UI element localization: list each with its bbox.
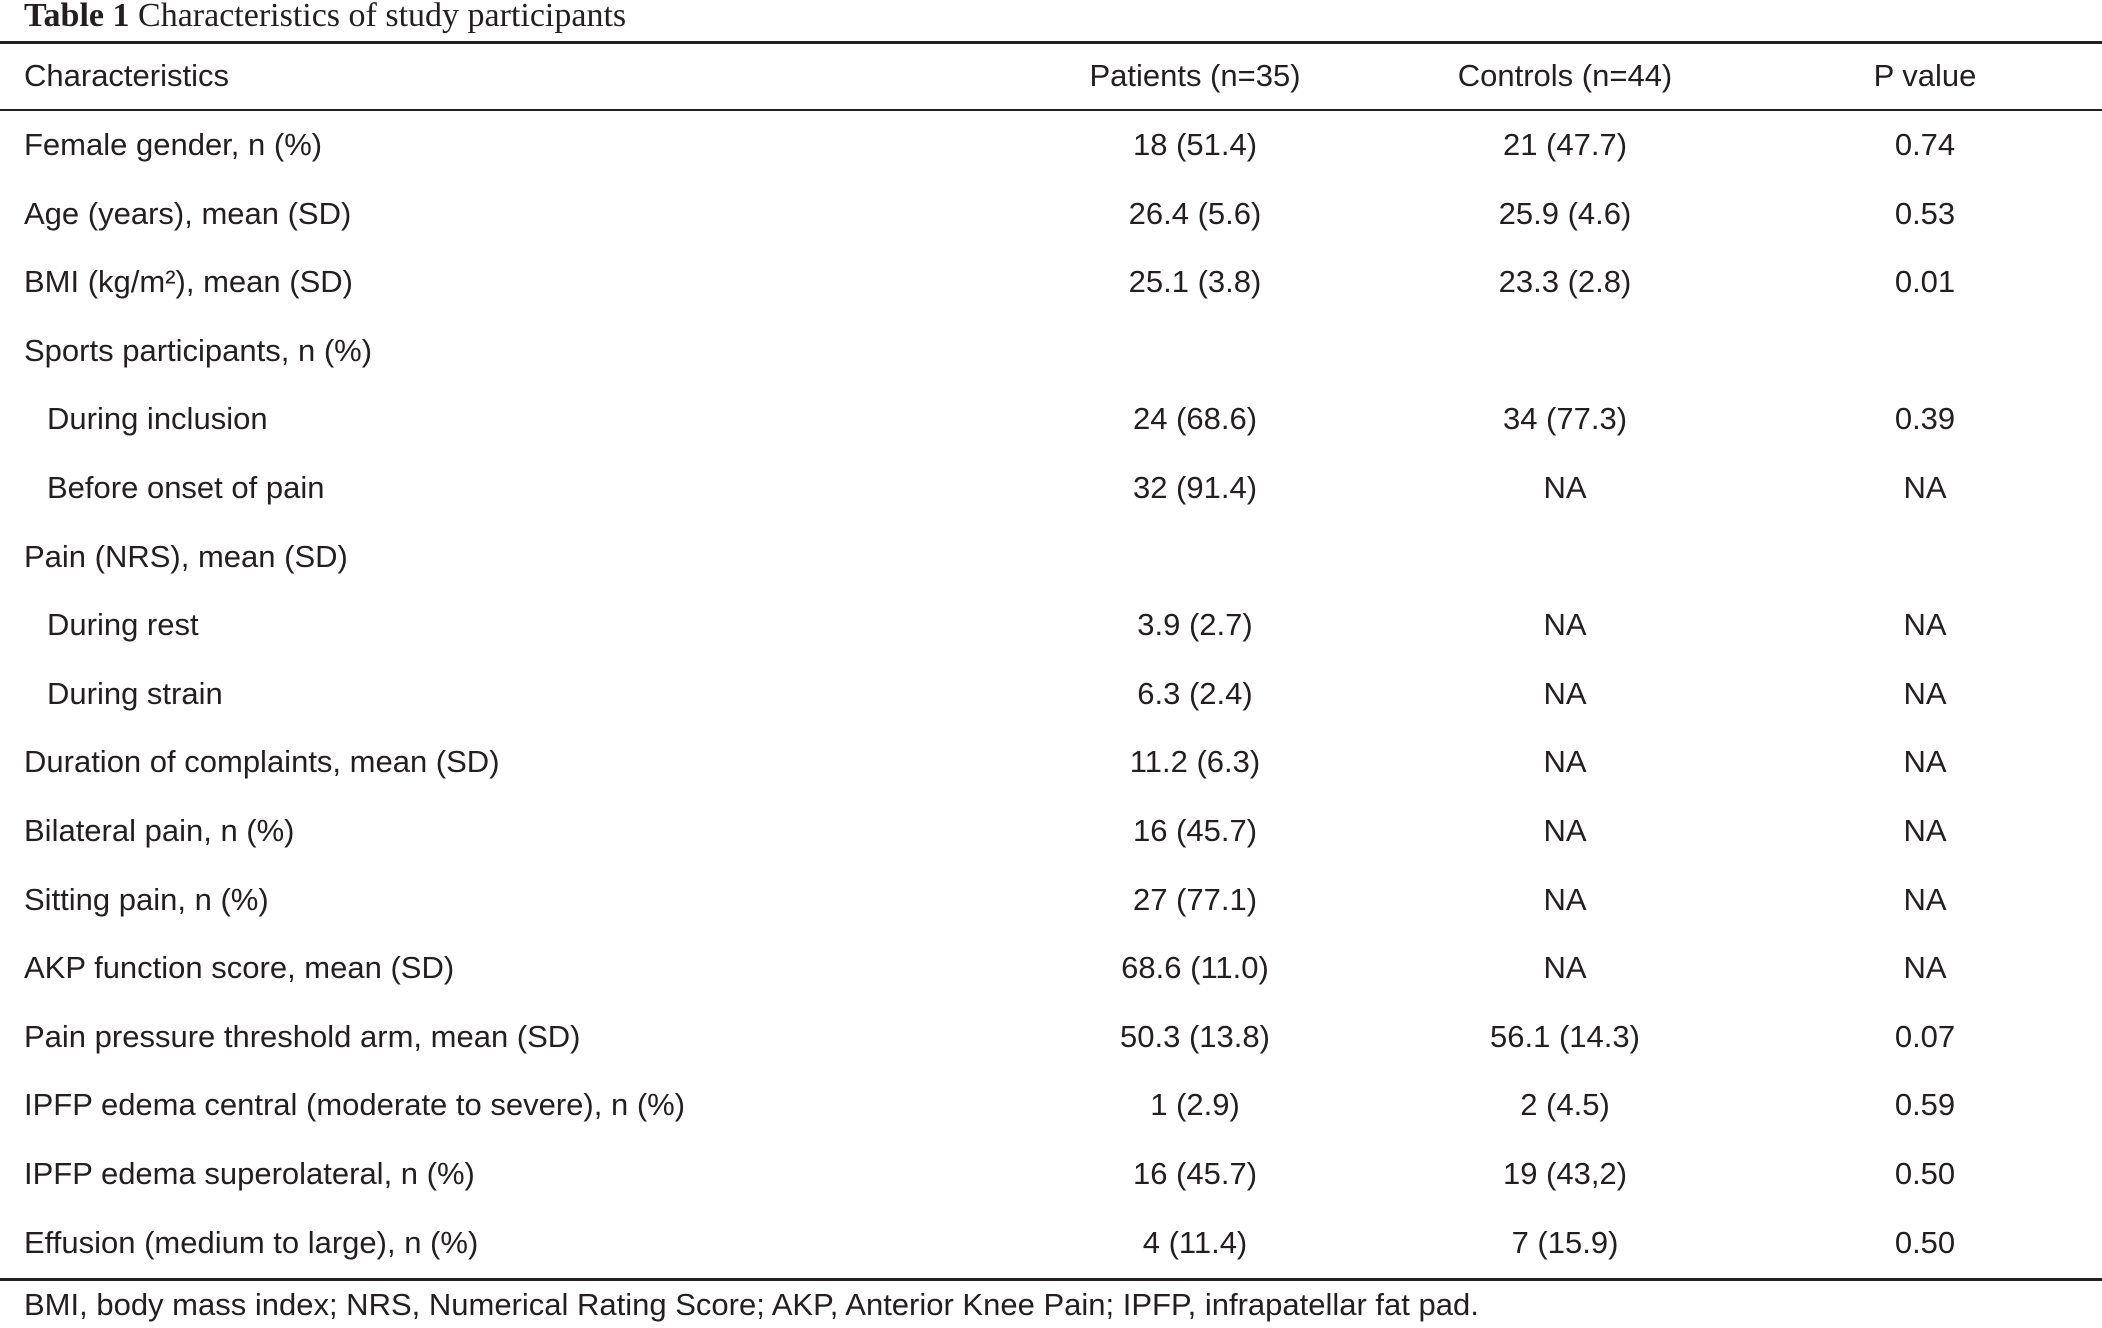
cell-p-value: 0.07 xyxy=(1894,1018,1956,1054)
row-label: BMI (kg/m²), mean (SD) xyxy=(24,264,353,300)
cell-p-value: 0.01 xyxy=(1894,264,1956,300)
cell-patients: 50.3 (13.8) xyxy=(1120,1018,1270,1054)
table-row: Duration of complaints, mean (SD) 11.2 (6… xyxy=(0,727,2102,796)
table-caption: Table 1 Characteristics of study partici… xyxy=(24,0,626,38)
cell-patients: 6.3 (2.4) xyxy=(1137,675,1253,711)
table-row: Age (years), mean (SD) 26.4 (5.6) 25.9 (4.… xyxy=(0,179,2102,248)
row-label: Effusion (medium to large), n (%) xyxy=(24,1224,479,1260)
table-row: IPFP edema central (moderate to severe),… xyxy=(0,1070,2102,1139)
table-row: Pain pressure threshold arm, mean (SD) 50… xyxy=(0,1002,2102,1071)
cell-patients: 16 (45.7) xyxy=(1132,813,1258,848)
cell-controls: 56.1 (14.3) xyxy=(1490,1018,1640,1054)
row-label: Sitting pain, n (%) xyxy=(24,881,269,917)
cell-p-value: NA xyxy=(1903,607,1947,643)
table-row: During strain 6.3 (2.4) NA NA xyxy=(0,659,2102,728)
table-header-rule xyxy=(0,109,2102,111)
cell-p-value: 0.59 xyxy=(1894,1087,1956,1123)
cell-p-value xyxy=(1775,522,2075,591)
table-top-rule xyxy=(0,41,2102,44)
cell-controls: NA xyxy=(1543,607,1587,643)
table-row: Before onset of pain 32 (91.4) NA NA xyxy=(0,453,2102,522)
cell-controls xyxy=(1415,316,1715,385)
cell-controls xyxy=(1415,522,1715,591)
cell-patients: 18 (51.4) xyxy=(1132,127,1258,162)
cell-patients: 1 (2.9) xyxy=(1150,1087,1240,1123)
row-label: Pain (NRS), mean (SD) xyxy=(24,538,348,574)
table-caption-label: Table 1 xyxy=(24,0,130,34)
cell-patients: 24 (68.6) xyxy=(1132,401,1258,437)
cell-p-value: NA xyxy=(1903,675,1947,711)
row-label: During inclusion xyxy=(47,401,268,437)
table-row: During rest 3.9 (2.7) NA NA xyxy=(0,590,2102,659)
cell-controls: 23.3 (2.8) xyxy=(1498,264,1632,300)
cell-p-value xyxy=(1775,316,2075,385)
cell-p-value: 0.74 xyxy=(1894,127,1956,162)
header-patients: Patients (n=35) xyxy=(1089,58,1301,93)
cell-controls: NA xyxy=(1543,950,1587,986)
cell-p-value: 0.50 xyxy=(1894,1224,1956,1260)
table-row: Sports participants, n (%) xyxy=(0,316,2102,385)
cell-controls: NA xyxy=(1543,881,1587,917)
table-row: Pain (NRS), mean (SD) xyxy=(0,522,2102,591)
cell-patients xyxy=(1045,316,1345,385)
row-label: IPFP edema superolateral, n (%) xyxy=(24,1156,475,1191)
row-label: During rest xyxy=(47,607,199,643)
row-label: Before onset of pain xyxy=(47,470,325,505)
row-label: Duration of complaints, mean (SD) xyxy=(24,744,500,780)
cell-controls: NA xyxy=(1543,675,1587,711)
cell-patients xyxy=(1045,522,1345,591)
cell-p-value: NA xyxy=(1903,470,1947,505)
row-label: IPFP edema central (moderate to severe),… xyxy=(24,1087,686,1123)
table-header-row: Characteristics Patients (n=35) Controls… xyxy=(0,42,2102,109)
cell-patients: 68.6 (11.0) xyxy=(1121,950,1269,986)
cell-patients: 11.2 (6.3) xyxy=(1129,744,1261,780)
row-label: Bilateral pain, n (%) xyxy=(24,813,295,848)
table-row: Bilateral pain, n (%) 16 (45.7) NA NA xyxy=(0,796,2102,865)
cell-controls: NA xyxy=(1543,744,1587,780)
cell-patients: 25.1 (3.8) xyxy=(1128,264,1262,300)
cell-controls: 25.9 (4.6) xyxy=(1498,195,1632,231)
cell-controls: 2 (4.5) xyxy=(1520,1087,1610,1123)
cell-controls: 34 (77.3) xyxy=(1502,401,1628,437)
cell-patients: 16 (45.7) xyxy=(1132,1156,1258,1191)
cell-controls: 19 (43,2) xyxy=(1502,1156,1628,1191)
cell-controls: NA xyxy=(1543,813,1587,848)
cell-p-value: NA xyxy=(1903,813,1947,848)
row-label: During strain xyxy=(47,675,223,711)
header-characteristics: Characteristics xyxy=(24,58,229,93)
header-controls: Controls (n=44) xyxy=(1457,58,1673,93)
table-row: Female gender, n (%) 18 (51.4) 21 (47.7) 0.… xyxy=(0,110,2102,179)
table-row: During inclusion 24 (68.6) 34 (77.3) 0.39 xyxy=(0,384,2102,453)
table-caption-text: Characteristics of study participants xyxy=(138,0,627,34)
row-label: Female gender, n (%) xyxy=(24,127,323,162)
table-bottom-rule xyxy=(0,1278,2102,1281)
cell-patients: 32 (91.4) xyxy=(1132,470,1258,505)
cell-patients: 3.9 (2.7) xyxy=(1137,607,1253,643)
cell-p-value: NA xyxy=(1903,950,1947,986)
cell-controls: 7 (15.9) xyxy=(1511,1224,1619,1260)
table-row: Sitting pain, n (%) 27 (77.1) NA NA xyxy=(0,865,2102,934)
cell-controls: NA xyxy=(1543,470,1587,505)
cell-p-value: 0.39 xyxy=(1894,401,1956,437)
table-row: Effusion (medium to large), n (%) 4 (11.4… xyxy=(0,1208,2102,1277)
cell-patients: 27 (77.1) xyxy=(1132,881,1258,917)
cell-p-value: NA xyxy=(1903,744,1947,780)
cell-patients: 26.4 (5.6) xyxy=(1128,195,1262,231)
cell-patients: 4 (11.4) xyxy=(1142,1224,1248,1260)
cell-p-value: 0.53 xyxy=(1894,195,1956,231)
cell-controls: 21 (47.7) xyxy=(1502,127,1628,162)
row-label: Sports participants, n (%) xyxy=(24,332,373,368)
table-row: BMI (kg/m²), mean (SD) 25.1 (3.8) 23.3 (2.… xyxy=(0,247,2102,316)
table-row: IPFP edema superolateral, n (%) 16 (45.7)… xyxy=(0,1139,2102,1208)
row-label: AKP function score, mean (SD) xyxy=(24,950,455,986)
cell-p-value: 0.50 xyxy=(1894,1156,1956,1191)
header-p-value: P value xyxy=(1873,58,1977,93)
table-footnote: BMI, body mass index; NRS, Numerical Rat… xyxy=(24,1287,1479,1322)
table-row: AKP function score, mean (SD) 68.6 (11.0)… xyxy=(0,933,2102,1002)
cell-p-value: NA xyxy=(1903,881,1947,917)
row-label: Age (years), mean (SD) xyxy=(24,195,352,231)
row-label: Pain pressure threshold arm, mean (SD) xyxy=(24,1018,581,1054)
